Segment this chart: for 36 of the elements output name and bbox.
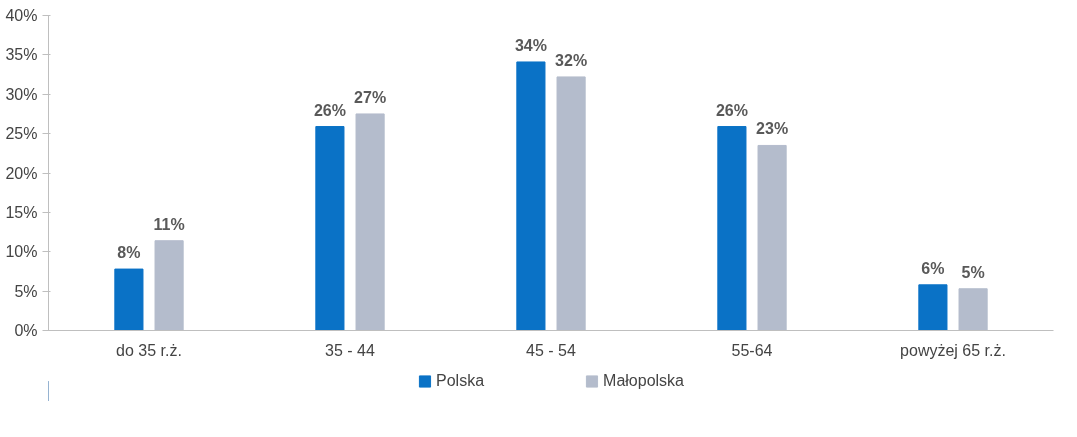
data-label: 23%: [756, 120, 789, 138]
bar: [757, 144, 787, 331]
y-tick-label: 35%: [5, 46, 38, 64]
data-label: 5%: [961, 263, 985, 281]
data-label: 6%: [921, 259, 945, 277]
x-tick-label: do 35 r.ż.: [116, 341, 182, 359]
data-label: 11%: [153, 215, 185, 233]
bar: [114, 268, 144, 331]
legend-label: Polska: [436, 372, 485, 390]
legend-label: Małopolska: [603, 372, 684, 390]
data-label: 34%: [514, 36, 547, 54]
y-tick-label: 40%: [5, 7, 38, 24]
y-tick-label: 25%: [5, 125, 38, 143]
data-label: 27%: [354, 88, 387, 106]
data-label: 32%: [555, 51, 588, 69]
x-tick-label: powyżej 65 r.ż.: [900, 341, 1006, 359]
y-tick-label: 20%: [5, 164, 38, 182]
y-tick-label: 30%: [5, 85, 38, 103]
bar: [355, 113, 385, 331]
x-tick-label: 45 - 54: [526, 341, 577, 359]
x-tick-label: 35 - 44: [325, 341, 376, 359]
bar: [556, 76, 586, 331]
y-tick-label: 15%: [5, 203, 38, 221]
bar: [315, 126, 345, 331]
y-tick-label: 10%: [5, 243, 38, 261]
data-label: 26%: [715, 101, 748, 119]
bar: [717, 126, 747, 331]
x-tick-label: 55-64: [731, 341, 773, 359]
bar: [958, 288, 988, 331]
bar: [918, 284, 948, 331]
data-label: 26%: [313, 101, 346, 119]
y-tick-label: 0%: [14, 322, 38, 339]
data-label: 8%: [117, 244, 141, 262]
bar: [154, 240, 184, 331]
y-tick-label: 5%: [14, 282, 38, 300]
bar: [516, 61, 546, 331]
